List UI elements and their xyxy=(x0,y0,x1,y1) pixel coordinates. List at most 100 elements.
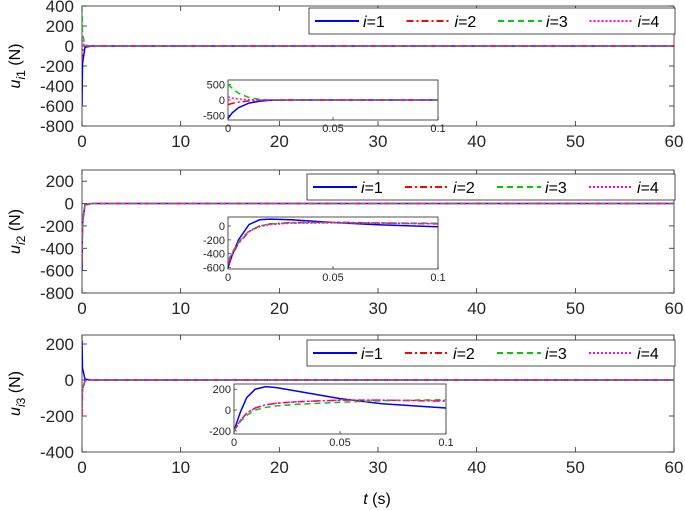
x-tick-label: 50 xyxy=(566,299,585,318)
x-tick-label: 10 xyxy=(171,132,190,151)
y-axis-label: ui2 (N) xyxy=(7,209,28,254)
series-line-i4 xyxy=(82,35,674,47)
x-tick-label: 30 xyxy=(369,458,388,477)
inset-x-tick-label: 0.1 xyxy=(438,437,453,449)
inset-x-tick-label: 0.05 xyxy=(329,437,350,449)
series-group xyxy=(82,6,674,107)
y-tick-label: -600 xyxy=(40,262,74,281)
legend-label: i=4 xyxy=(638,14,660,31)
inset-x-tick-label: 0 xyxy=(231,437,237,449)
y-tick-label: 200 xyxy=(46,172,74,191)
inset-x-tick-label: 0 xyxy=(225,272,231,284)
legend-label: i=1 xyxy=(363,14,385,31)
inset-x-tick-label: 0.1 xyxy=(430,123,445,135)
x-tick-label: 40 xyxy=(467,299,486,318)
x-axis-label: t (s) xyxy=(363,491,391,508)
y-tick-label: 200 xyxy=(46,17,74,36)
x-tick-label: 60 xyxy=(665,299,684,318)
y-tick-label: 400 xyxy=(46,0,74,16)
inset-y-tick-label: -500 xyxy=(203,110,225,122)
inset-series-line-i3 xyxy=(228,83,438,101)
x-tick-label: 60 xyxy=(665,132,684,151)
legend-label: i=2 xyxy=(453,180,475,197)
legend: i=1 i=2 i=3 i=4 xyxy=(306,339,676,367)
x-tick-label: 40 xyxy=(467,458,486,477)
x-tick-label: 0 xyxy=(77,299,86,318)
x-tick-label: 10 xyxy=(171,458,190,477)
inset-y-tick-label: 0 xyxy=(225,405,231,417)
inset-y-tick-label: -200 xyxy=(203,235,225,247)
legend-label: i=2 xyxy=(453,346,475,363)
series-line-i3 xyxy=(82,6,674,47)
inset-series-line-i3 xyxy=(234,398,446,432)
inset-x-tick-label: 0.05 xyxy=(322,272,343,284)
y-tick-label: -800 xyxy=(40,117,74,136)
y-tick-label: 0 xyxy=(65,37,74,56)
inset-series-line-i1 xyxy=(234,385,446,432)
y-tick-label: -400 xyxy=(40,77,74,96)
inset-y-tick-label: 0 xyxy=(219,221,225,233)
x-tick-label: 30 xyxy=(369,132,388,151)
inset-series-group xyxy=(228,218,438,268)
y-axis-label: ui3 (N) xyxy=(7,371,28,416)
inset-plot: 0 0.05 0.1 -600 -400 -200 0 xyxy=(203,216,446,284)
inset-y-tick-label: -600 xyxy=(203,263,225,275)
x-tick-label: 30 xyxy=(369,299,388,318)
x-tick-label: 20 xyxy=(270,299,289,318)
inset-y-tick-label: -200 xyxy=(209,426,231,438)
legend-label: i=2 xyxy=(455,14,477,31)
inset-series-group xyxy=(228,83,438,119)
legend-label: i=4 xyxy=(637,180,659,197)
y-tick-label: -200 xyxy=(40,407,74,426)
x-tick-label: 20 xyxy=(270,132,289,151)
y-tick-label: -400 xyxy=(40,239,74,258)
legend-label: i=3 xyxy=(545,346,567,363)
legend: i=1 i=2 i=3 i=4 xyxy=(306,173,676,201)
x-tick-label: 60 xyxy=(665,458,684,477)
y-tick-label: -200 xyxy=(40,57,74,76)
y-tick-label: -800 xyxy=(40,284,74,303)
x-tick-label: 40 xyxy=(467,132,486,151)
legend-label: i=1 xyxy=(361,180,383,197)
x-tick-label: 50 xyxy=(566,458,585,477)
series-group xyxy=(82,340,674,417)
inset-y-tick-label: 500 xyxy=(207,80,225,92)
series-line-i4 xyxy=(82,202,674,262)
legend: i=1 i=2 i=3 i=4 xyxy=(308,7,676,35)
inset-box xyxy=(233,383,447,435)
y-tick-label: 200 xyxy=(46,335,74,354)
subplot-2: 0 10 20 30 40 50 60 -800 -600 -400 -200 0 200 ui2 (N)… xyxy=(7,169,684,318)
y-tick-label: 0 xyxy=(65,195,74,214)
inset-y-tick-label: 200 xyxy=(213,384,231,396)
x-tick-label: 50 xyxy=(566,132,585,151)
inset-series-line-i4 xyxy=(234,399,446,432)
inset-x-tick-label: 0.05 xyxy=(322,123,343,135)
inset-box xyxy=(227,216,439,270)
legend-label: i=3 xyxy=(545,180,567,197)
inset-y-tick-label: -400 xyxy=(203,249,225,261)
y-tick-label: -600 xyxy=(40,97,74,116)
y-tick-label: 0 xyxy=(65,371,74,390)
legend-label: i=4 xyxy=(637,346,659,363)
y-axis-label: ui1 (N) xyxy=(7,44,28,89)
inset-y-tick-label: 0 xyxy=(219,95,225,107)
y-tick-label: -400 xyxy=(40,443,74,462)
x-tick-label: 0 xyxy=(77,132,86,151)
inset-series-group xyxy=(234,385,446,432)
series-line-i4 xyxy=(82,379,674,413)
series-group xyxy=(82,202,674,271)
subplot-1: 0 10 20 30 40 50 60-800-600-400-2000200400ui1 … xyxy=(7,0,683,151)
series-line-i3 xyxy=(82,379,674,408)
legend-label: i=3 xyxy=(546,14,568,31)
x-tick-label: 10 xyxy=(171,299,190,318)
inset-x-tick-label: 0 xyxy=(225,123,231,135)
x-tick-label: 20 xyxy=(270,458,289,477)
x-tick-label: 0 xyxy=(77,458,86,477)
inset-x-tick-label: 0.1 xyxy=(430,272,445,284)
legend-label: i=1 xyxy=(361,346,383,363)
y-tick-label: -200 xyxy=(40,217,74,236)
